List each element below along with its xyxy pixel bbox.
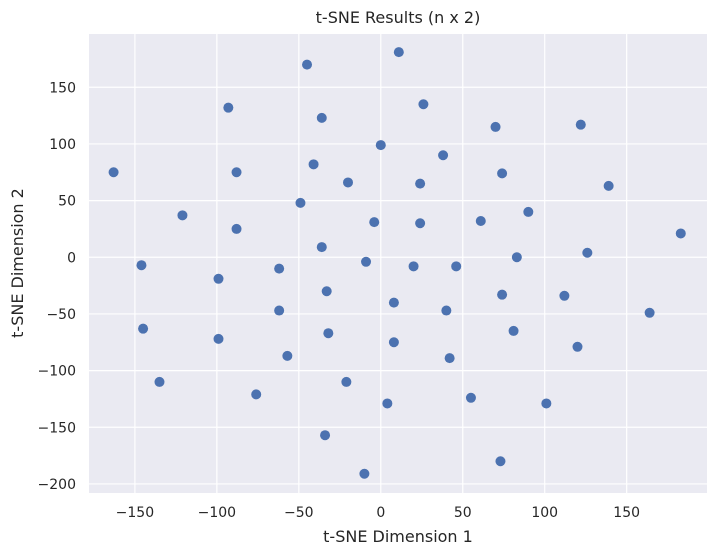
grid-lines-x <box>134 34 628 493</box>
data-point <box>575 119 586 130</box>
data-point <box>438 150 449 161</box>
data-point <box>359 468 370 479</box>
data-point <box>213 273 224 284</box>
data-point <box>388 297 399 308</box>
x-tick-label: −150 <box>116 505 154 521</box>
data-point <box>343 177 354 188</box>
data-point <box>415 178 426 189</box>
data-point <box>295 197 306 208</box>
data-point <box>316 112 327 123</box>
data-point <box>511 252 522 263</box>
data-point <box>274 305 285 316</box>
y-axis-title: t-SNE Dimension 2 <box>8 188 27 338</box>
data-point <box>508 325 519 336</box>
y-tick-label: −150 <box>38 420 76 436</box>
data-point <box>675 228 686 239</box>
x-tick-label: 0 <box>376 505 385 521</box>
data-point <box>441 305 452 316</box>
data-point <box>154 376 165 387</box>
data-point <box>231 223 242 234</box>
y-tick-label: −200 <box>38 477 76 493</box>
data-point <box>323 328 334 339</box>
data-point <box>603 180 614 191</box>
data-point <box>274 263 285 274</box>
x-tick-label: −100 <box>198 505 236 521</box>
x-tick-labels: −150 −100 −50 0 50 100 150 <box>116 505 640 521</box>
data-point <box>177 210 188 221</box>
x-tick-label: 100 <box>531 505 558 521</box>
plot-area <box>89 34 707 493</box>
data-point <box>444 353 455 364</box>
y-tick-labels: −200 −150 −100 −50 0 50 100 150 <box>38 80 76 493</box>
data-point <box>408 261 419 272</box>
data-point <box>361 256 372 267</box>
data-points <box>108 47 686 479</box>
x-tick-label: 50 <box>454 505 472 521</box>
data-point <box>302 59 313 70</box>
data-point <box>475 216 486 226</box>
data-point <box>382 398 393 409</box>
data-point <box>572 341 583 352</box>
data-point <box>497 168 508 179</box>
data-point <box>341 376 352 387</box>
data-point <box>321 286 332 297</box>
data-point <box>388 337 399 348</box>
y-tick-label: 0 <box>67 250 76 266</box>
y-tick-label: −50 <box>46 307 76 323</box>
x-tick-label: 150 <box>613 505 640 521</box>
data-point <box>393 47 404 58</box>
data-point <box>138 323 149 334</box>
y-tick-label: −100 <box>38 364 76 380</box>
data-point <box>490 121 501 132</box>
data-point <box>644 307 655 318</box>
data-point <box>559 290 570 301</box>
data-point <box>418 99 429 110</box>
data-point <box>316 242 327 253</box>
x-tick-label: −50 <box>284 505 314 521</box>
data-point <box>541 398 552 409</box>
y-tick-label: 100 <box>49 137 76 153</box>
data-point <box>136 260 147 271</box>
data-point <box>308 159 319 170</box>
x-axis-title: t-SNE Dimension 1 <box>323 527 473 546</box>
data-point <box>497 289 508 300</box>
data-point <box>369 217 380 228</box>
data-point <box>375 140 386 151</box>
data-point <box>108 167 119 178</box>
y-tick-label: 150 <box>49 80 76 96</box>
data-point <box>523 206 534 217</box>
data-point <box>495 456 506 467</box>
chart-title: t-SNE Results (n x 2) <box>316 8 481 27</box>
data-point <box>451 261 462 272</box>
data-point <box>282 350 293 361</box>
data-point <box>582 247 593 258</box>
data-point <box>415 218 426 229</box>
data-point <box>320 430 331 441</box>
data-point <box>213 333 224 344</box>
data-point <box>251 389 262 400</box>
data-point <box>223 102 234 113</box>
y-tick-label: 50 <box>58 194 76 210</box>
grid-lines-y <box>89 86 707 485</box>
data-point <box>231 167 242 178</box>
data-point <box>465 392 476 403</box>
